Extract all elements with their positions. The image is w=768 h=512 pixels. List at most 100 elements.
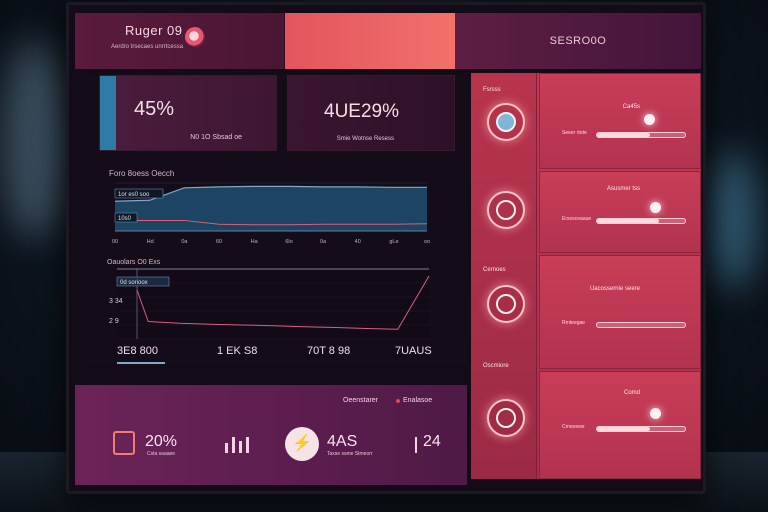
gauge-column: Fsrsss Cernoes Oscmiore xyxy=(471,73,537,479)
card-label: Comd xyxy=(623,390,640,396)
bar-chart-icon[interactable] xyxy=(225,437,259,453)
slider-knob[interactable] xyxy=(644,114,655,125)
slider[interactable] xyxy=(596,132,686,138)
summary-metric: 4AS xyxy=(327,433,358,450)
bar-icon-stroke xyxy=(239,441,242,453)
slider-knob[interactable] xyxy=(650,202,661,213)
gauge-icon[interactable] xyxy=(487,399,525,437)
kpi-caption: Smie Wotnse Resess xyxy=(336,136,394,142)
x-tick-label: 6lo xyxy=(285,239,292,245)
slider-fill xyxy=(597,133,650,137)
gauge-core xyxy=(496,112,516,132)
header-right-label: SESRO0O xyxy=(549,35,607,47)
slider-caption: Cmooewe xyxy=(562,424,585,430)
chart-1-title: Foro 8oess Oecch xyxy=(109,169,175,178)
slider-caption: Rmteegae xyxy=(562,320,586,326)
stat-value: 70T 8 98 xyxy=(307,345,351,357)
right-control-panel: Fsrsss Cernoes Oscmiore Ca45s Seeer r xyxy=(471,73,701,479)
area-series-1-line xyxy=(114,185,427,202)
chart-tag-box xyxy=(114,212,138,223)
gauge-icon[interactable] xyxy=(487,285,525,323)
background-glow-right xyxy=(708,150,758,290)
x-tick-label: 0a xyxy=(320,239,327,245)
card-label: Uacossernie seere xyxy=(589,286,640,292)
stat-row: 3E8 800 1 EK S8 70T 8 98 7UAUS xyxy=(89,345,467,365)
summary-caption: Csta saaaee xyxy=(147,451,176,457)
summary-metric: 20% xyxy=(145,433,178,450)
x-tick-label: 0a xyxy=(181,239,188,245)
status-dot xyxy=(396,399,400,403)
y-tick-label: 3 34 xyxy=(109,298,123,305)
summary-caption: Taxse ssme Stmeorr xyxy=(327,451,373,457)
slider-fill xyxy=(597,427,650,431)
profile-icon[interactable] xyxy=(185,27,205,47)
kpi-card-1[interactable]: 45% N0 1O Sbsad oe xyxy=(99,75,277,151)
background-glow-left xyxy=(0,40,70,240)
card-label: Ca45s xyxy=(622,104,640,110)
bolt-icon[interactable]: ⚡ xyxy=(285,427,319,461)
chart-tag-box xyxy=(114,188,164,199)
slider-caption: Ersosceaaue xyxy=(562,216,592,222)
gauge-core xyxy=(496,200,516,220)
gauge-core xyxy=(496,408,516,428)
gauge-label: Fsrsss xyxy=(483,87,501,93)
divider-bar-icon xyxy=(415,437,417,453)
control-card: Uacossernie seere Rmteegae xyxy=(539,255,701,369)
control-card: Comd Cmooewe xyxy=(539,371,701,479)
x-tick-label: Ha xyxy=(251,239,259,245)
line-series xyxy=(136,275,430,330)
gauge-core xyxy=(496,294,516,314)
header-title-block: Ruger 09 Aerdro trsecaes unrrtcessa xyxy=(75,13,285,69)
monitor: Ruger 09 Aerdro trsecaes unrrtcessa SESR… xyxy=(66,2,706,494)
stat-value: 7UAUS xyxy=(395,345,432,357)
slider-caption: Seeer rtote xyxy=(562,130,587,136)
gauge-icon[interactable] xyxy=(487,191,525,229)
summary-label: Oeenstarer xyxy=(343,397,379,404)
calendar-icon[interactable] xyxy=(113,431,135,455)
y-tick-label: 2 9 xyxy=(109,318,119,325)
card-label: Asusmer tss xyxy=(606,186,640,192)
dashboard-screen: Ruger 09 Aerdro trsecaes unrrtcessa SESR… xyxy=(69,5,703,491)
chart-2-title: Oauolars O0 Exs xyxy=(107,259,161,266)
area-chart: 1or es0 soo 10s0 00 Hd 0a 60 Ha 6lo 0a 40 gLe oo xyxy=(112,182,430,245)
x-tick-label: 00 xyxy=(112,239,118,245)
slider[interactable] xyxy=(596,426,686,432)
app-subtitle: Aerdro trsecaes unrrtcessa xyxy=(111,44,184,50)
slider-knob[interactable] xyxy=(650,408,661,419)
slider[interactable] xyxy=(596,218,686,224)
app-title: Ruger 09 xyxy=(125,23,183,38)
bar-icon-stroke xyxy=(225,443,228,453)
stat-underline xyxy=(117,362,165,364)
gauge-icon[interactable] xyxy=(487,103,525,141)
header-accent-tab[interactable] xyxy=(285,13,455,69)
chart-tag: 10s0 xyxy=(118,216,132,222)
x-tick-label: 60 xyxy=(216,239,222,245)
bottom-summary-panel: Oeenstarer Enalasoe 20% Csta saaaee ⚡ 4A… xyxy=(75,385,467,485)
kpi-value: 45% xyxy=(134,98,175,120)
area-series-2-line xyxy=(115,219,428,226)
kpi-card-2[interactable]: 4UE29% Smie Wotnse Resess xyxy=(287,75,455,151)
slider-fill xyxy=(597,219,659,223)
gauge-label: Oscmiore xyxy=(483,363,509,369)
bar-icon-stroke xyxy=(232,437,235,453)
x-tick-label: Hd xyxy=(147,239,154,245)
control-card: Ca45s Seeer rtote xyxy=(539,73,701,169)
x-tick-label: 40 xyxy=(355,239,361,245)
kpi-value: 4UE29% xyxy=(324,101,399,122)
slider[interactable] xyxy=(596,322,686,328)
header-bar: Ruger 09 Aerdro trsecaes unrrtcessa SESR… xyxy=(75,13,701,69)
kpi-caption: N0 1O Sbsad oe xyxy=(190,134,242,141)
summary-metric: 24 xyxy=(423,433,441,450)
main-panel: 45% N0 1O Sbsad oe 4UE29% Smie Wotnse Re… xyxy=(89,75,467,365)
chart-tag: 1or es0 soo xyxy=(118,192,150,198)
area-series-1 xyxy=(115,186,427,231)
chart-tag-box xyxy=(116,276,170,287)
gauge-label: Cernoes xyxy=(483,267,506,273)
summary-label-2: Enalasoe xyxy=(403,397,433,404)
chart-tag: 0d sorioox xyxy=(120,280,148,286)
header-right-block: SESRO0O xyxy=(455,13,701,69)
stat-value: 3E8 800 xyxy=(117,345,158,357)
control-card: Asusmer tss Ersosceaaue xyxy=(539,171,701,253)
bar-icon-stroke xyxy=(246,437,249,453)
x-tick-label: gLe xyxy=(389,239,398,245)
